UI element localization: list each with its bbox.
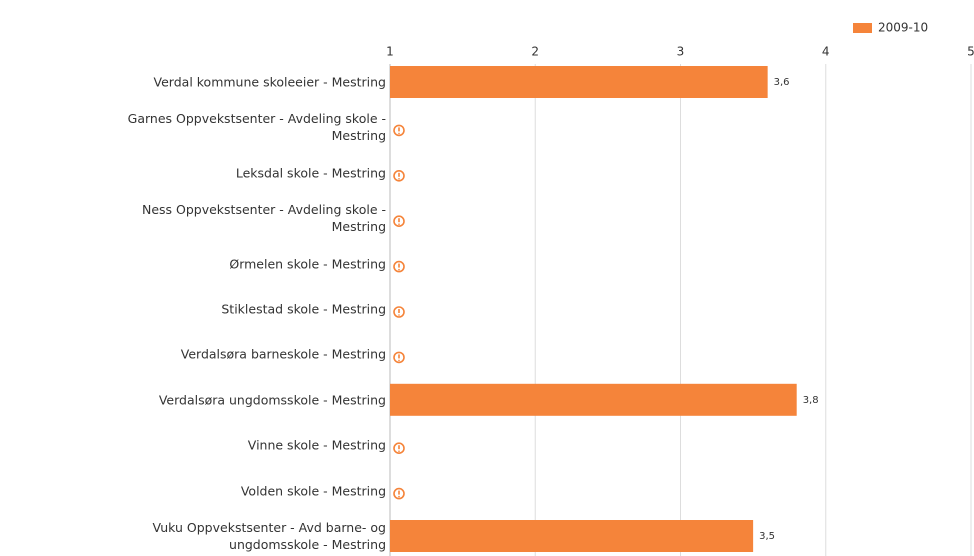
missing-icon <box>398 268 400 271</box>
value-label: 3,8 <box>803 395 819 406</box>
y-tick-label: Garnes Oppvekstsenter - Avdeling skole -… <box>127 111 386 144</box>
y-tick-label: Verdalsøra ungdomsskole - Mestring <box>158 392 386 408</box>
y-tick-label: Leksdal skole - Mestring <box>235 165 386 181</box>
x-tick-label: 2 <box>531 45 539 59</box>
x-tick-label: 5 <box>967 45 974 59</box>
missing-icon <box>393 351 405 364</box>
missing-icon <box>398 359 400 362</box>
y-tick-label: Verdal kommune skoleeier - Mestring <box>153 74 386 90</box>
y-tick-label: Ness Oppvekstsenter - Avdeling skole - M… <box>141 202 386 235</box>
value-label: 3,6 <box>774 77 790 88</box>
missing-icon <box>393 124 405 137</box>
y-tick-label: Stiklestad skole - Mestring <box>221 301 386 317</box>
missing-icon <box>393 170 405 182</box>
missing-icon <box>393 215 405 227</box>
x-tick-label: 4 <box>822 45 830 59</box>
missing-icon <box>398 178 400 180</box>
missing-icon <box>393 487 405 500</box>
y-tick-label: Vinne skole - Mestring <box>247 437 386 453</box>
bar <box>390 383 797 416</box>
bar <box>390 66 768 98</box>
missing-icon <box>398 223 400 225</box>
missing-icon <box>398 495 400 498</box>
missing-icon <box>398 132 400 135</box>
missing-icon <box>398 314 400 316</box>
missing-icon <box>398 450 400 453</box>
missing-icon <box>393 442 405 455</box>
x-tick-label: 1 <box>386 45 394 59</box>
y-tick-label: Vuku Oppvekstsenter - Avd barne- og ungd… <box>152 520 386 552</box>
legend-swatch <box>853 23 872 33</box>
y-tick-label: Volden skole - Mestring <box>240 483 386 499</box>
missing-icon <box>393 260 405 273</box>
missing-icon <box>393 306 405 318</box>
y-tick-label: Verdalsøra barneskole - Mestring <box>180 346 386 362</box>
y-tick-label: Ørmelen skole - Mestring <box>229 256 386 272</box>
value-label: 3,5 <box>759 531 775 542</box>
legend-label: 2009-10 <box>878 21 928 35</box>
bar <box>390 520 754 552</box>
x-tick-label: 3 <box>677 45 685 59</box>
